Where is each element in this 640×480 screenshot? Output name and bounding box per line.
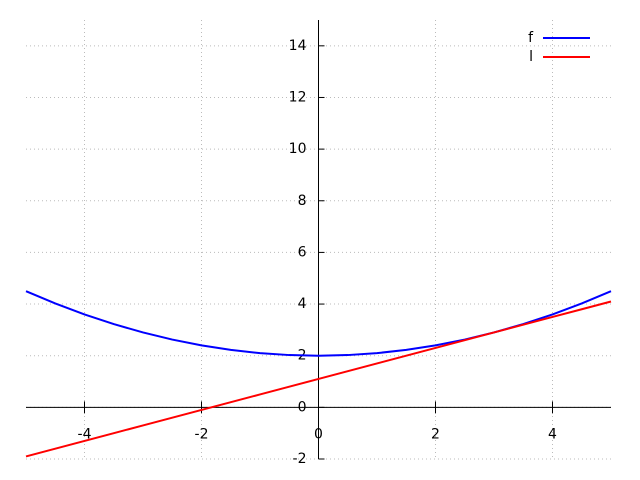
y-tick-label: 14	[289, 38, 307, 54]
x-tick-label: 0	[314, 426, 323, 442]
y-tick-label: 0	[298, 399, 307, 415]
y-tick-label: 4	[298, 296, 307, 312]
y-tick-label: 6	[298, 244, 307, 260]
y-tick-label: 10	[289, 141, 307, 157]
x-tick-label: -4	[78, 426, 92, 442]
legend-label: f	[528, 30, 534, 46]
x-tick-label: -2	[195, 426, 209, 442]
x-tick-label: 2	[431, 426, 440, 442]
series-line	[25, 300, 612, 458]
legend-label: l	[529, 49, 533, 65]
x-tick-label: 4	[548, 426, 557, 442]
y-tick-label: -2	[293, 451, 307, 467]
y-tick-label: 8	[298, 193, 307, 209]
y-tick-label: 12	[289, 89, 307, 105]
